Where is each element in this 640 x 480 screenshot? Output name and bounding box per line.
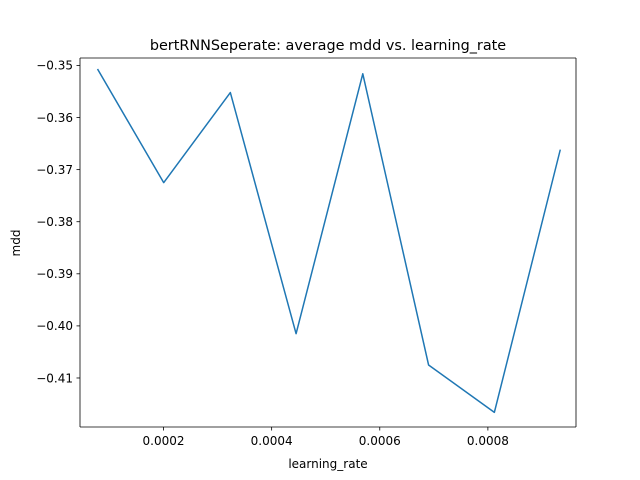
series-line [96,68,562,414]
y-tick-label: −0.39 [36,267,73,281]
x-tick-label: 0.0006 [359,434,401,448]
y-tick-label: −0.35 [36,59,73,73]
y-tick-label: −0.37 [36,163,73,177]
x-axis-title: learning_rate [288,457,367,471]
y-tick-label: −0.38 [36,215,73,229]
chart-title: bertRNNSeperate: average mdd vs. learnin… [150,38,506,54]
x-tick-label: 0.0004 [251,434,293,448]
y-axis-title: mdd [9,230,23,257]
y-tick-label: −0.41 [36,371,73,385]
y-tick-label: −0.40 [36,319,73,333]
x-tick-label: 0.0008 [467,434,509,448]
x-tick-label: 0.0002 [143,434,185,448]
plot-area: 0.0002 0.0004 0.0006 0.0008 −0.35 −0.36 −0.37 −… [36,57,577,448]
y-tick-label: −0.36 [36,111,73,125]
